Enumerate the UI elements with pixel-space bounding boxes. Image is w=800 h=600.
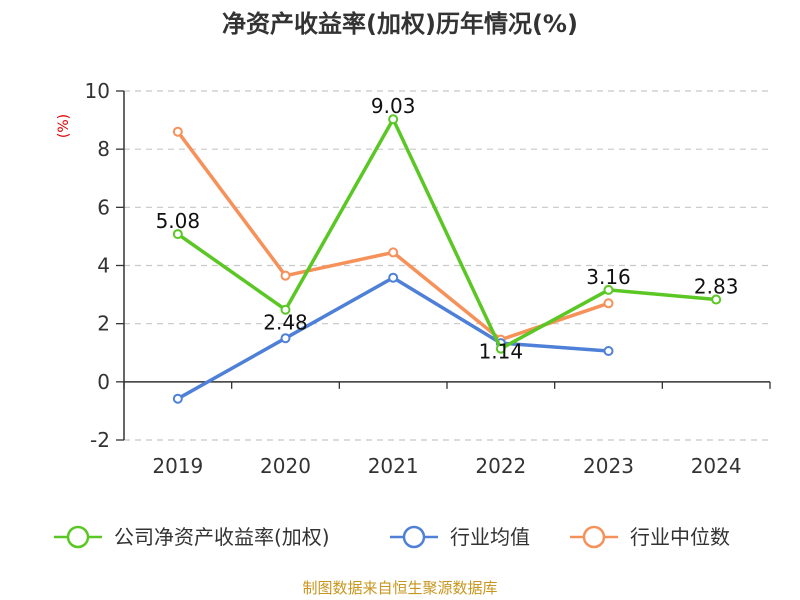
data-point	[172, 393, 183, 404]
data-labels: 5.08 2.48 9.03 1.14 3.16 2.83	[156, 94, 739, 363]
series-lines	[172, 114, 722, 404]
data-point	[388, 247, 399, 258]
data-label: 3.16	[586, 265, 631, 289]
data-point	[280, 333, 291, 344]
x-tick-label: 2020	[260, 454, 311, 478]
data-point	[388, 272, 399, 283]
data-point	[388, 114, 399, 125]
legend-marker	[66, 525, 90, 549]
x-tick-label: 2023	[583, 454, 634, 478]
data-point	[280, 270, 291, 281]
y-tick-label: -2	[90, 428, 110, 452]
data-point	[603, 298, 614, 309]
legend[interactable]: 公司净资产收益率(加权) 行业均值 行业中位数	[54, 525, 730, 549]
x-tick-label: 2022	[475, 454, 526, 478]
legend-marker	[402, 525, 426, 549]
data-point	[603, 284, 614, 295]
x-tick-label: 2024	[691, 454, 742, 478]
data-point	[711, 294, 722, 305]
y-tick-label: 10	[85, 79, 110, 103]
data-label: 9.03	[371, 94, 416, 118]
data-label: 2.83	[694, 275, 739, 299]
legend-marker	[582, 525, 606, 549]
x-tick-labels: 2019 2020 2021 2022 2023 2024	[152, 454, 741, 478]
gridlines	[124, 90, 770, 441]
y-tick-label: 4	[97, 254, 110, 278]
x-tick-label: 2021	[368, 454, 419, 478]
legend-label: 行业中位数	[630, 525, 730, 549]
data-label: 5.08	[156, 209, 201, 233]
axes	[116, 90, 771, 441]
data-label: 2.48	[263, 311, 308, 335]
series-line-2	[176, 130, 610, 342]
legend-label: 公司净资产收益率(加权)	[114, 525, 330, 549]
y-tick-label: 8	[97, 137, 110, 161]
y-tick-label: 6	[97, 195, 110, 219]
y-tick-labels: -2 0 2 4 6 8 10	[85, 79, 110, 452]
chart-title: 净资产收益率(加权)历年情况(%)	[222, 10, 578, 38]
data-point	[280, 304, 291, 315]
data-point	[603, 346, 614, 357]
series-line-1	[176, 275, 609, 401]
legend-label: 行业均值	[450, 525, 530, 549]
x-tick-label: 2019	[152, 454, 203, 478]
legend-item-0[interactable]: 公司净资产收益率(加权)	[54, 525, 330, 549]
series-line-0	[176, 117, 717, 351]
legend-item-2[interactable]: 行业中位数	[570, 525, 730, 549]
y-tick-label: 0	[97, 370, 110, 394]
data-label: 1.14	[479, 340, 524, 364]
source-note: 制图数据来自恒生聚源数据库	[302, 579, 497, 597]
legend-item-1[interactable]: 行业均值	[390, 525, 530, 549]
y-tick-label: 2	[97, 312, 110, 336]
data-point	[172, 126, 183, 137]
data-point	[495, 343, 506, 354]
y-axis-unit: (%)	[56, 114, 72, 138]
data-point	[172, 229, 183, 240]
